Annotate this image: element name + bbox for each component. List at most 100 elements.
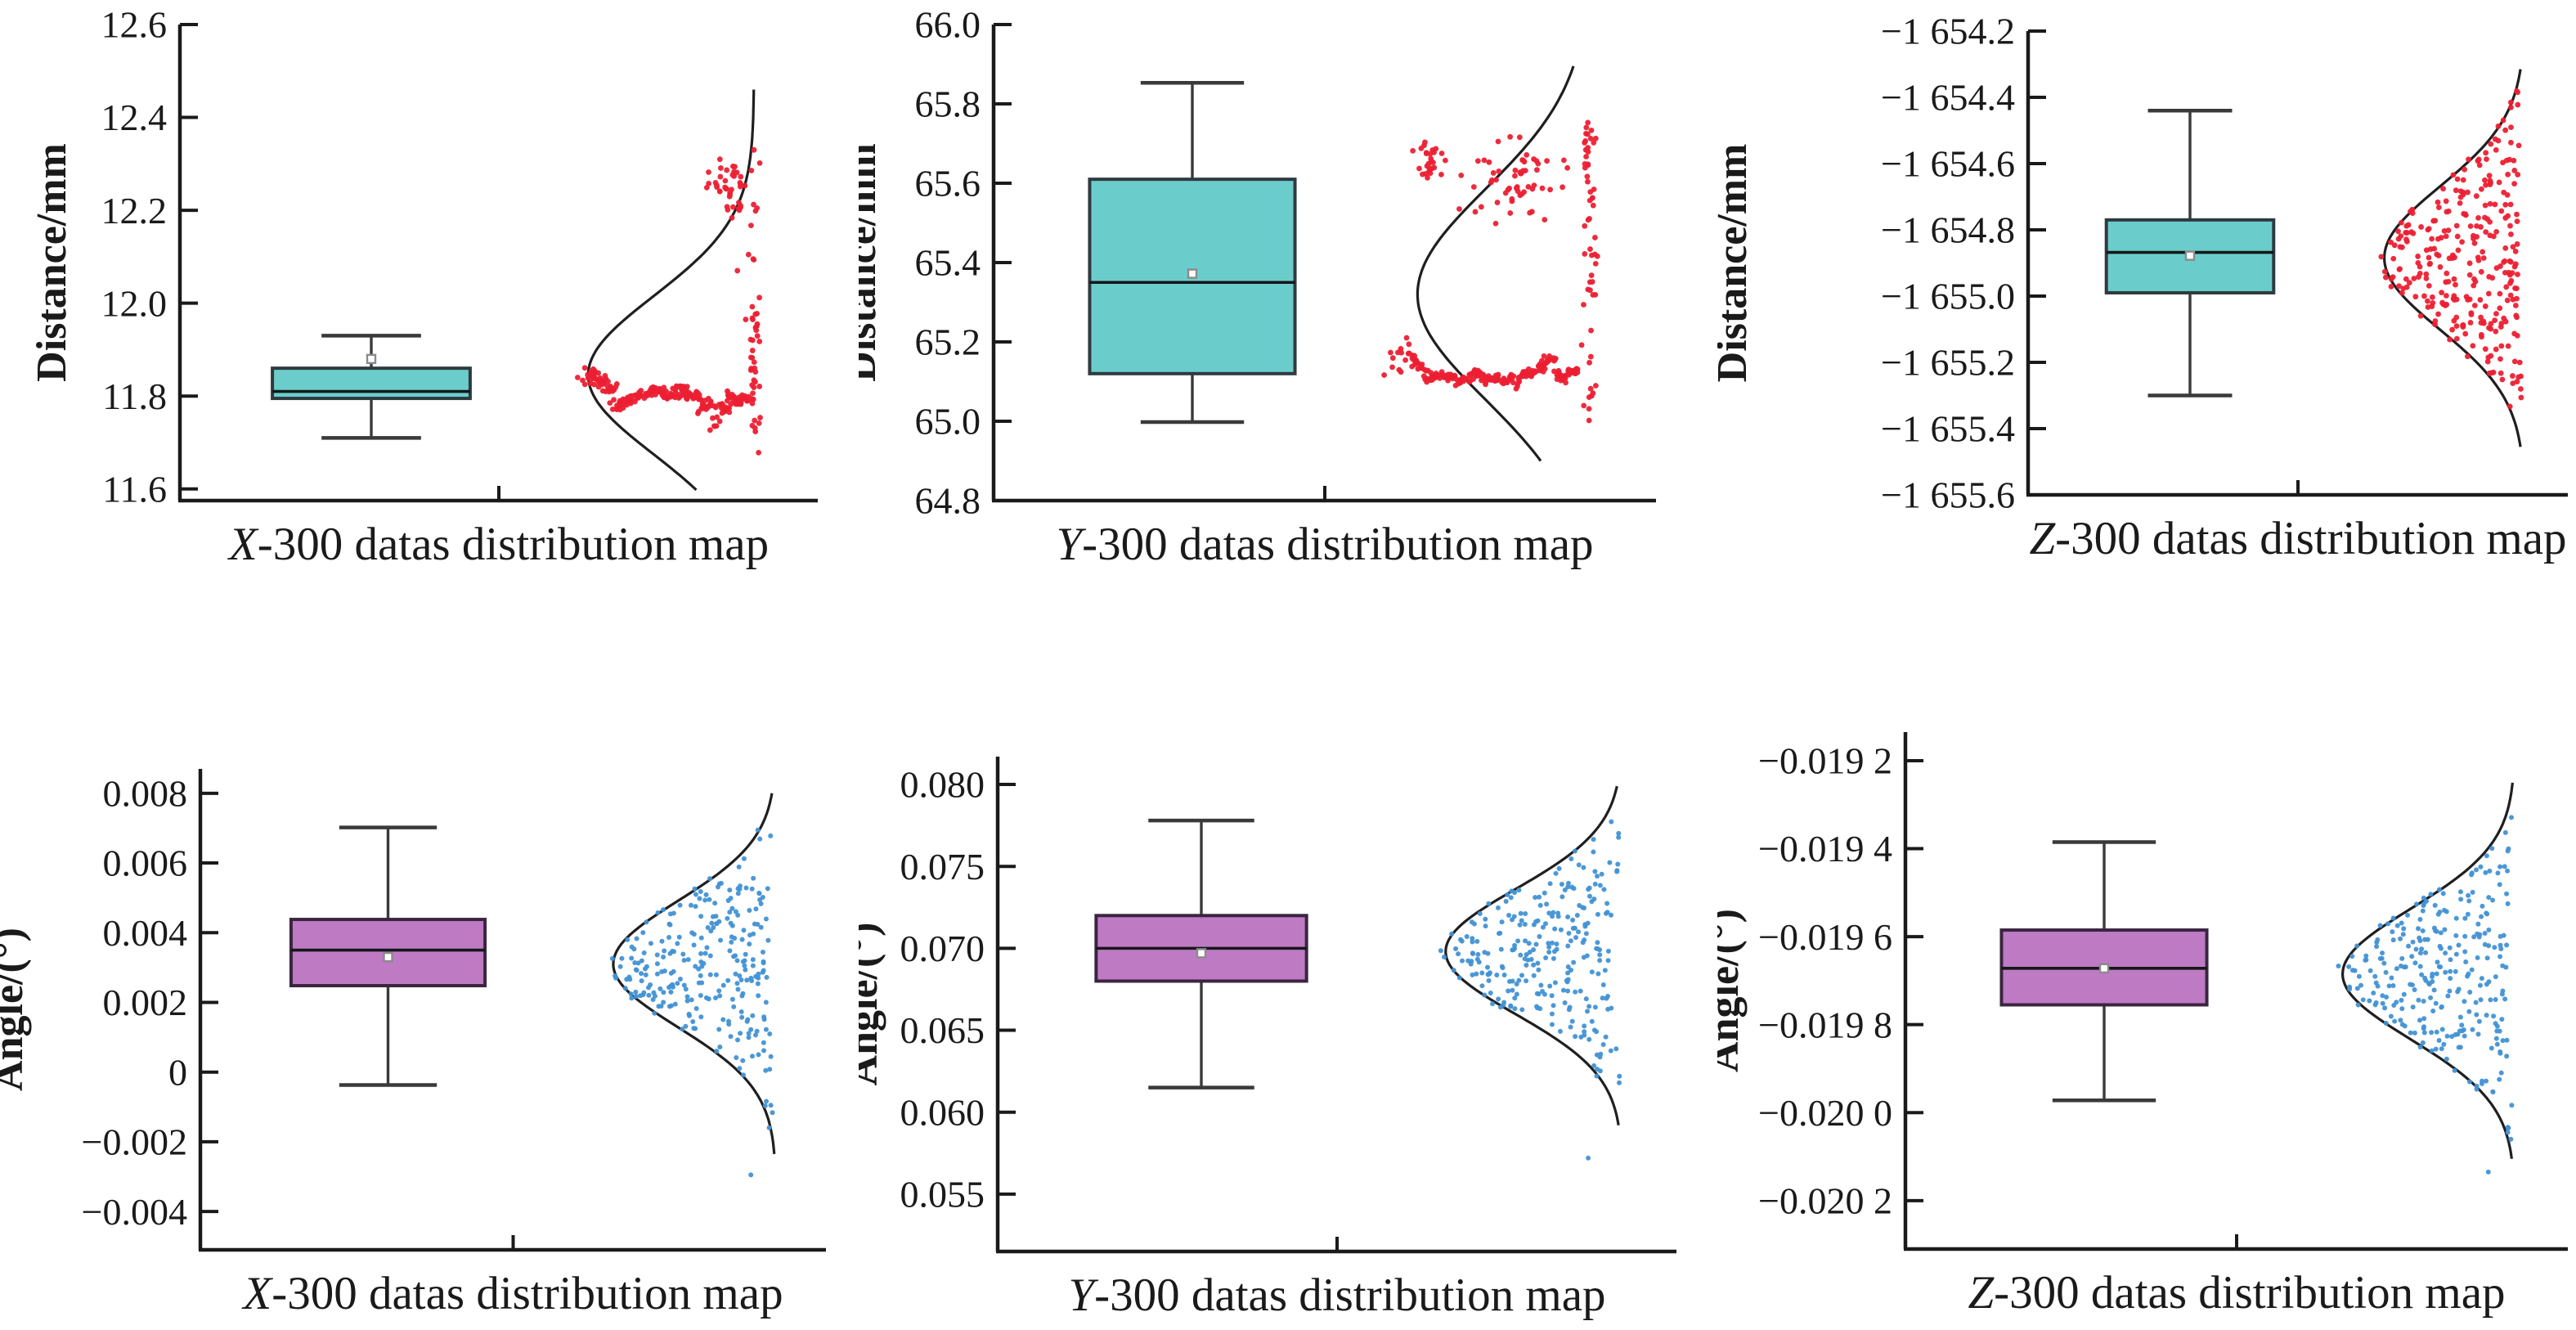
scatter-point xyxy=(756,384,763,389)
scatter-point xyxy=(2511,157,2517,164)
scatter-point xyxy=(2499,1017,2505,1022)
scatter-point xyxy=(750,957,756,963)
y-ticks: 66.0 65.8 65.6 65.4 65.2 65.0 64.8 xyxy=(915,4,1012,522)
scatter-point xyxy=(1533,941,1539,947)
scatter-point xyxy=(1599,871,1604,877)
scatter-point xyxy=(1389,364,1395,371)
scatter-point xyxy=(698,914,704,919)
scatter-points xyxy=(2336,815,2515,1175)
scatter-point xyxy=(1537,902,1543,908)
scatter-point xyxy=(2512,303,2519,308)
scatter-point xyxy=(752,429,759,435)
scatter-point xyxy=(588,376,595,382)
scatter-point xyxy=(2442,927,2448,932)
scatter-point xyxy=(2391,242,2398,249)
mean-marker xyxy=(1187,268,1198,279)
scatter-point xyxy=(1568,938,1573,944)
scatter-point xyxy=(1483,923,1488,929)
scatter-point xyxy=(2488,1045,2494,1051)
scatter-point xyxy=(2423,247,2430,254)
scatter-point xyxy=(713,182,720,188)
scatter-point xyxy=(751,875,756,881)
scatter-point xyxy=(1501,973,1507,978)
scatter-point xyxy=(2465,353,2471,360)
scatter-point xyxy=(1560,894,1565,900)
scatter-point xyxy=(1573,1034,1578,1040)
scatter-point xyxy=(760,894,765,900)
scatter-point xyxy=(737,183,743,190)
scatter-point xyxy=(2510,380,2516,387)
scatter-point xyxy=(1402,357,1408,363)
scatter-point xyxy=(2417,312,2424,319)
y-ticks: −0.019 2 −0.019 4 −0.019 6 −0.019 8 −0.020 0… xyxy=(1758,740,1923,1221)
scatter-point xyxy=(713,995,719,1000)
scatter-point xyxy=(1438,151,1445,156)
scatter-point xyxy=(1558,377,1564,384)
scatter-point xyxy=(2417,263,2423,270)
scatter-point xyxy=(1614,869,1620,874)
scatter-point xyxy=(735,986,741,992)
scatter-point xyxy=(1483,377,1490,383)
scatter-point xyxy=(2452,254,2457,261)
scatter-point xyxy=(2473,193,2480,200)
scatter-point xyxy=(662,948,667,954)
scatter-point xyxy=(1535,918,1541,923)
scatter-point xyxy=(691,932,697,937)
scatter-point xyxy=(1415,366,1421,372)
scatter-point xyxy=(1592,869,1598,874)
scatter-point xyxy=(2450,172,2457,178)
scatter-point xyxy=(1418,145,1425,151)
scatter-point xyxy=(1456,951,1461,957)
scatter-point xyxy=(2425,298,2430,304)
scatter-point xyxy=(1572,925,1577,931)
scatter-point xyxy=(653,392,658,398)
scatter-point xyxy=(1470,972,1475,977)
scatter-point xyxy=(747,932,753,938)
scatter-point xyxy=(666,1004,672,1009)
scatter-point xyxy=(628,991,634,997)
scatter-point xyxy=(2433,1000,2439,1006)
scatter-point xyxy=(661,990,666,995)
y-tick-label: −0.020 2 xyxy=(1758,1179,1892,1221)
scatter-point xyxy=(698,889,703,895)
scatter-point xyxy=(716,156,723,163)
scatter-point xyxy=(2453,335,2460,342)
scatter-point xyxy=(716,418,723,425)
scatter-point xyxy=(753,906,759,912)
scatter-point xyxy=(2511,358,2518,365)
scatter-point xyxy=(1591,837,1596,842)
scatter-point xyxy=(763,1067,769,1073)
scatter-point xyxy=(731,1004,737,1009)
scatter-point xyxy=(1586,197,1593,204)
scatter-point xyxy=(2356,973,2362,979)
scatter-point xyxy=(686,1011,692,1017)
scatter-point xyxy=(1495,138,1501,145)
scatter-point xyxy=(755,922,761,928)
box-plot xyxy=(1088,81,1297,425)
scatter-point xyxy=(2382,274,2389,281)
scatter-point xyxy=(695,411,701,416)
scatter-point xyxy=(1410,148,1416,154)
scatter-point xyxy=(2471,240,2478,246)
scatter-point xyxy=(2493,974,2498,980)
scatter-point xyxy=(1585,131,1591,137)
scatter-point xyxy=(1494,973,1500,978)
y-tick-label: 11.6 xyxy=(102,468,167,510)
scatter-point xyxy=(1531,973,1537,978)
scatter-point xyxy=(1523,938,1528,944)
scatter-point xyxy=(1605,1006,1611,1012)
scatter-point xyxy=(1592,291,1599,298)
scatter-point xyxy=(2372,973,2378,979)
scatter-point xyxy=(2465,911,2471,917)
scatter-point xyxy=(707,953,713,959)
scatter-point xyxy=(662,968,667,974)
box-plot xyxy=(1094,818,1308,1090)
scatter-point xyxy=(768,833,774,838)
scatter-point xyxy=(2470,889,2475,895)
scatter-point xyxy=(2511,263,2518,270)
scatter-point xyxy=(1531,922,1537,928)
scatter-point xyxy=(2383,969,2389,975)
scatter-point xyxy=(2403,284,2410,290)
scatter-point xyxy=(755,827,761,833)
scatter-point xyxy=(1388,349,1393,356)
